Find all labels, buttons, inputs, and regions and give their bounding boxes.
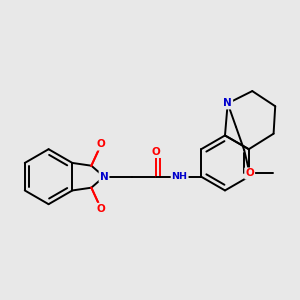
- Text: NH: NH: [172, 172, 188, 181]
- Text: O: O: [97, 204, 106, 214]
- Text: O: O: [245, 169, 254, 178]
- Text: O: O: [152, 147, 161, 157]
- Text: N: N: [223, 98, 232, 108]
- Text: O: O: [97, 140, 106, 149]
- Text: N: N: [100, 172, 108, 182]
